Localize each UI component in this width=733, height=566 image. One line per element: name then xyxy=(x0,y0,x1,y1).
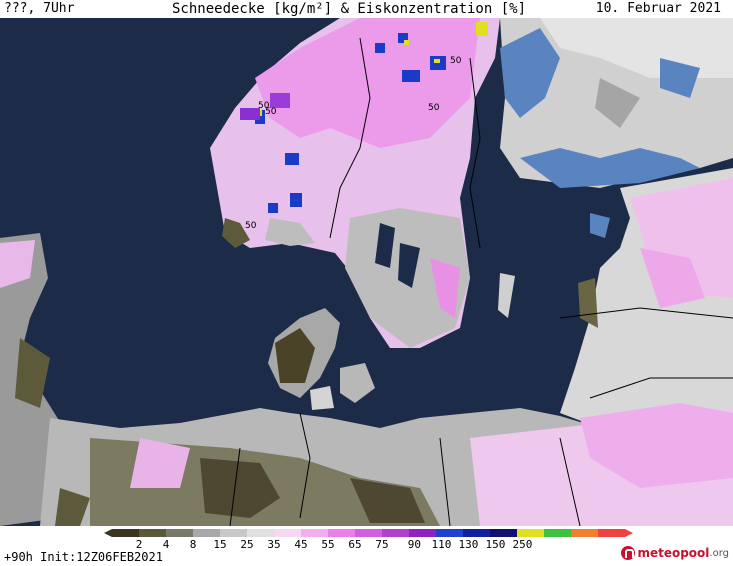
legend-tick-label: 130 xyxy=(458,538,478,550)
legend-tick-label: 15 xyxy=(213,538,226,550)
legend-swatch xyxy=(112,529,140,537)
header-bar: ???, 7Uhr Schneedecke [kg/m²] & Eiskonze… xyxy=(0,0,733,18)
legend-swatch xyxy=(436,529,464,537)
legend-tick-label: 2 xyxy=(136,538,143,550)
legend-tick-label: 110 xyxy=(431,538,451,550)
legend-swatch xyxy=(517,529,545,537)
legend-swatch xyxy=(571,529,599,537)
legend-tick-label: 75 xyxy=(375,538,388,550)
legend-arrow-right xyxy=(625,529,633,537)
meteopool-logo: meteopool .org xyxy=(621,546,729,560)
forecast-date: 10. Februar 2021 xyxy=(595,1,721,16)
legend-swatch xyxy=(328,529,356,537)
legend-area: 2 4 8 15 25 35 45 55 65 75 90 110 130 150 250 +90h Ini… xyxy=(0,528,733,566)
legend-swatch xyxy=(382,529,410,537)
run-info: +90h Init:12Z06FEB2021 xyxy=(4,550,163,564)
legend-swatch xyxy=(139,529,167,537)
legend-tick-label: 4 xyxy=(163,538,170,550)
legend-swatch xyxy=(544,529,572,537)
legend-tick-label: 8 xyxy=(190,538,197,550)
svg-text:50: 50 xyxy=(245,221,257,231)
legend-tick-label: 35 xyxy=(267,538,280,550)
map-title: Schneedecke [kg/m²] & Eiskonzentration [… xyxy=(172,1,527,17)
legend-tick-label: 65 xyxy=(348,538,361,550)
color-scale-bar: 2 4 8 15 25 35 45 55 65 75 90 110 130 150 250 xyxy=(104,529,633,550)
legend-swatch xyxy=(463,529,491,537)
run-label: ???, 7Uhr xyxy=(4,1,75,16)
snow-ice-map: 50 50 50 50 50 xyxy=(0,18,733,526)
legend-tick-label: 90 xyxy=(408,538,421,550)
logo-icon xyxy=(621,546,636,560)
legend-swatch xyxy=(166,529,194,537)
legend-swatch xyxy=(220,529,248,537)
legend-swatch xyxy=(274,529,302,537)
legend-swatch xyxy=(490,529,518,537)
legend-tick-label: 45 xyxy=(294,538,307,550)
legend-arrow-left xyxy=(104,529,112,537)
legend-swatch xyxy=(598,529,626,537)
legend-swatch xyxy=(301,529,329,537)
legend-tick-label: 250 xyxy=(512,538,532,550)
svg-text:50: 50 xyxy=(265,107,277,117)
legend-swatch xyxy=(355,529,383,537)
legend-swatch xyxy=(409,529,437,537)
svg-text:50: 50 xyxy=(428,103,440,113)
legend-swatch xyxy=(247,529,275,537)
contour-labels: 50 50 50 50 50 xyxy=(245,56,462,231)
country-borders xyxy=(229,37,733,526)
svg-text:50: 50 xyxy=(450,56,462,66)
legend-tick-label: 25 xyxy=(240,538,253,550)
legend-tick-label: 150 xyxy=(485,538,505,550)
svg-text:50: 50 xyxy=(258,101,270,111)
legend-tick-label: 55 xyxy=(321,538,334,550)
legend-swatch xyxy=(193,529,221,537)
